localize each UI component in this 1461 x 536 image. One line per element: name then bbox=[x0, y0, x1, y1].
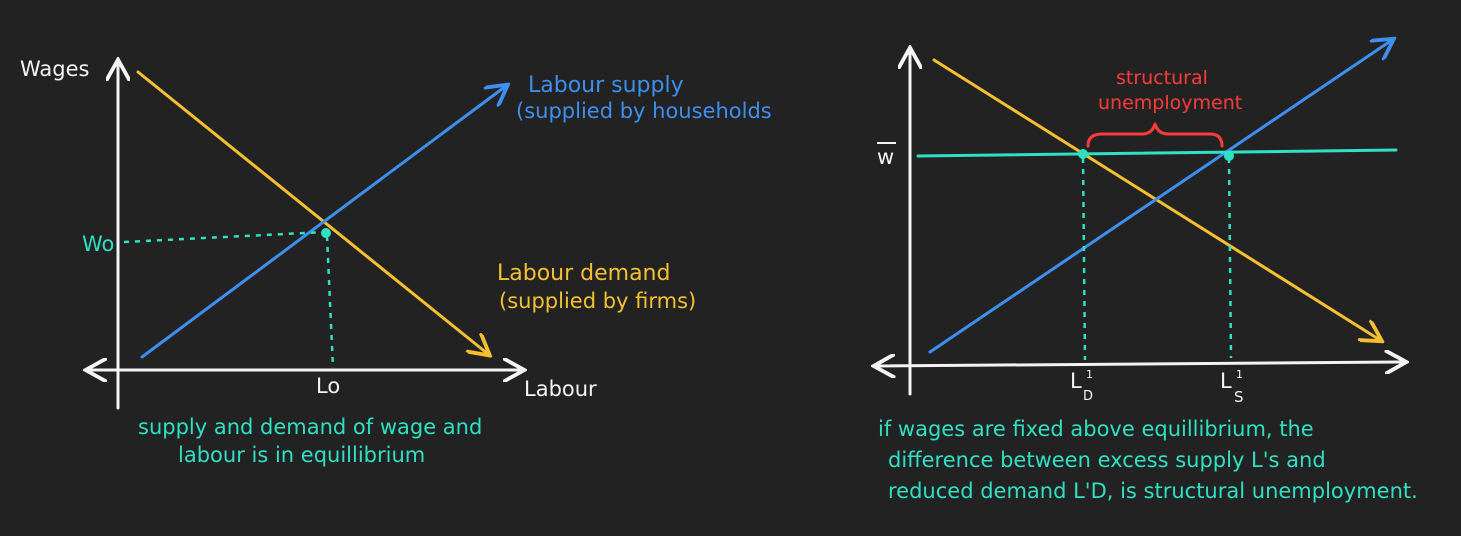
right-caption-line2: difference between excess supply L's and bbox=[888, 448, 1326, 472]
bracket-label-line1: structural bbox=[1116, 67, 1208, 89]
demand-point-letter: L bbox=[1070, 369, 1082, 393]
bracket-label-line2: unemployment bbox=[1098, 92, 1242, 114]
left-x-axis-label: Labour bbox=[524, 377, 597, 401]
right-fixed-wage-line bbox=[916, 148, 1398, 158]
supply-point-sub: S bbox=[1234, 388, 1244, 406]
left-labour-label: Lo bbox=[316, 374, 340, 398]
structural-unemployment-bracket bbox=[1086, 122, 1224, 148]
right-diagram: structural unemployment w L 1 D L 1 S if… bbox=[876, 40, 1418, 503]
left-y-axis-label: Wages bbox=[20, 57, 89, 81]
left-wage-label: Wo bbox=[82, 232, 114, 256]
left-supply-label-line2: (supplied by households bbox=[516, 99, 772, 123]
right-x-axis bbox=[876, 362, 1404, 366]
supply-point-sup: 1 bbox=[1236, 368, 1243, 381]
left-equilibrium-point bbox=[321, 228, 331, 238]
right-caption-line3: reduced demand L'D, is structural unempl… bbox=[888, 479, 1418, 503]
left-caption-line2: labour is in equillibrium bbox=[178, 443, 425, 467]
left-labour-supply-curve bbox=[140, 86, 506, 359]
supply-point-label: L 1 S bbox=[1220, 368, 1244, 406]
right-wage-label: w bbox=[877, 145, 894, 169]
left-wage-guide bbox=[123, 230, 326, 244]
left-labour-demand-curve bbox=[136, 70, 488, 354]
supply-point-letter: L bbox=[1220, 369, 1232, 393]
right-supply-point bbox=[1224, 151, 1234, 161]
right-demand-point bbox=[1078, 149, 1088, 159]
left-labour-guide bbox=[325, 235, 335, 369]
left-demand-label-line1: Labour demand bbox=[497, 261, 670, 286]
right-demand-guide bbox=[1081, 157, 1087, 361]
right-caption-line1: if wages are fixed above equillibrium, t… bbox=[878, 417, 1314, 441]
left-supply-label-line1: Labour supply bbox=[528, 73, 684, 98]
right-supply-guide bbox=[1227, 157, 1233, 359]
left-demand-label-line2: (supplied by firms) bbox=[499, 289, 696, 313]
right-labour-supply-curve bbox=[928, 40, 1392, 354]
left-caption-line1: supply and demand of wage and bbox=[138, 415, 482, 439]
demand-point-sup: 1 bbox=[1086, 368, 1093, 381]
demand-point-sub: D bbox=[1083, 389, 1093, 404]
demand-point-label: L 1 D bbox=[1070, 368, 1093, 404]
left-diagram: Wages Labour Wo Lo Labour supply (suppli… bbox=[20, 57, 772, 467]
